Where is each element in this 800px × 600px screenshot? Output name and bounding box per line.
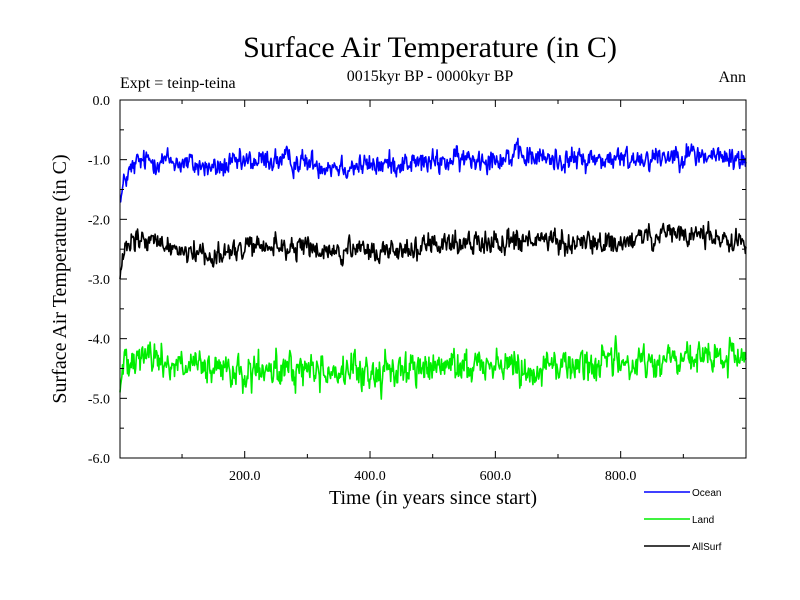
y-tick-label: 0.0 <box>93 94 111 109</box>
series-line-land <box>119 335 747 400</box>
y-tick-label: -5.0 <box>88 392 110 407</box>
chart-subtitle: 0015kyr BP - 0000kyr BP <box>347 68 514 85</box>
experiment-label: Expt = teinp-teina <box>120 75 236 92</box>
legend-label-land: Land <box>692 515 714 526</box>
chart-title: Surface Air Temperature (in C) <box>243 31 617 64</box>
y-axis-label: Surface Air Temperature (in C) <box>49 154 71 403</box>
x-tick-label: 200.0 <box>229 469 261 484</box>
y-tick-label: -2.0 <box>88 213 110 228</box>
x-tick-label: 600.0 <box>480 469 512 484</box>
series-layer <box>119 137 747 400</box>
x-tick-label: 800.0 <box>605 469 637 484</box>
y-tick-label: -3.0 <box>88 273 110 288</box>
x-axis-label: Time (in years since start) <box>329 487 537 509</box>
period-label: Ann <box>718 69 746 86</box>
legend-label-allsurf: AllSurf <box>692 542 722 553</box>
x-tick-label: 400.0 <box>354 469 386 484</box>
ticks-layer: 0.0 -1.0 -2.0 -3.0 -4.0 -5.0 -6.0 200.0 400.0 600… <box>88 94 746 484</box>
series-line-ocean <box>119 137 747 203</box>
legend: Ocean Land AllSurf <box>644 488 722 553</box>
y-tick-label: -6.0 <box>88 452 110 467</box>
y-tick-label: -4.0 <box>88 333 110 348</box>
y-tick-label: -1.0 <box>88 154 110 169</box>
legend-label-ocean: Ocean <box>692 488 721 499</box>
series-line-allsurf <box>119 220 747 280</box>
